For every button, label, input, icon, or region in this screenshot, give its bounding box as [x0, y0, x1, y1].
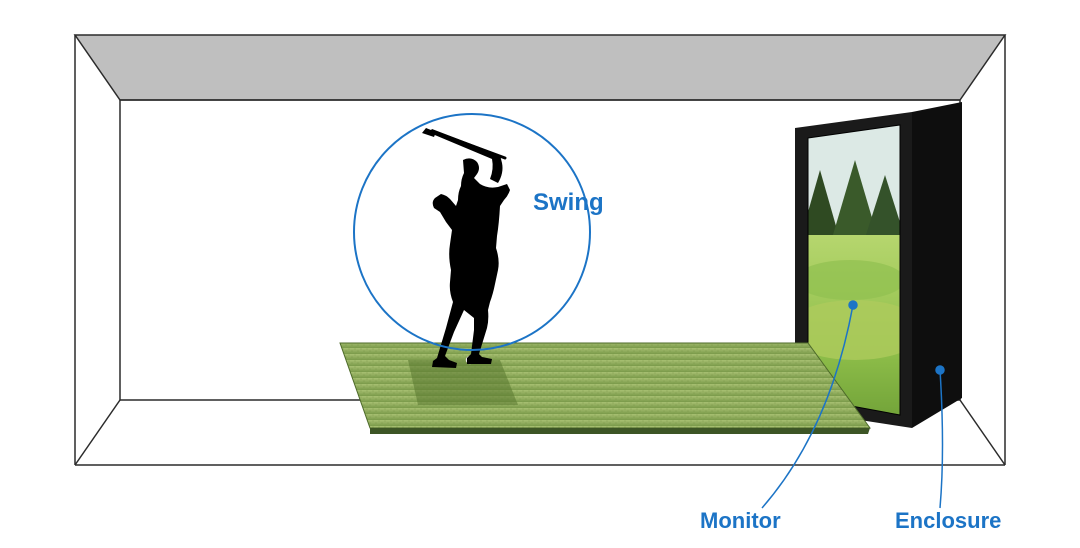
golfer-silhouette — [422, 128, 510, 368]
enclosure-label: Enclosure — [895, 508, 1001, 533]
golf-mat — [340, 343, 870, 434]
diagram-svg: Swing Monitor Enclosure — [0, 0, 1080, 548]
golf-sim-diagram: Swing Monitor Enclosure — [0, 0, 1080, 548]
monitor-label: Monitor — [700, 508, 781, 533]
swing-label: Swing — [533, 189, 604, 216]
